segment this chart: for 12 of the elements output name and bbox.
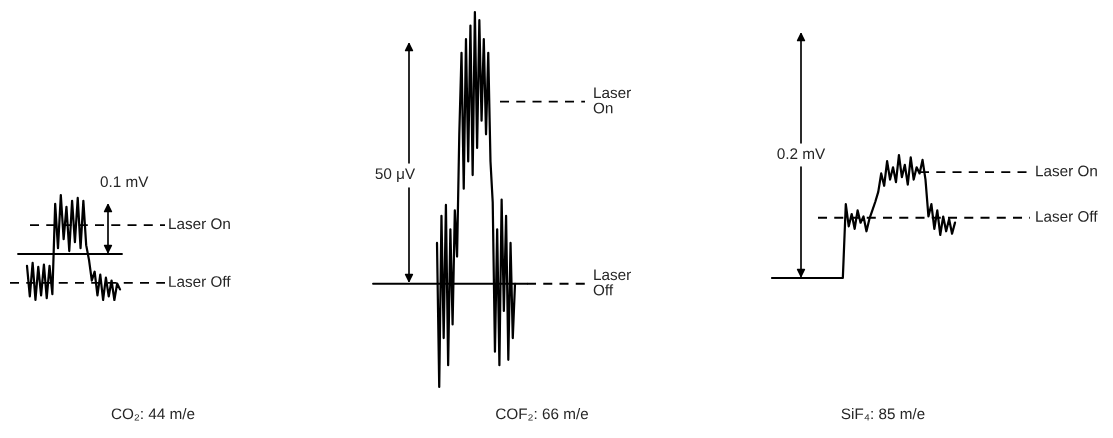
ref-line-label: Laser On xyxy=(593,87,631,114)
ref-line-label: Laser Off xyxy=(593,269,631,296)
x-axis-title: SiF₄: 85 m/e xyxy=(841,408,925,421)
x-axis-title: COF₂: 66 m/e xyxy=(496,408,589,421)
ref-line-label: Laser On xyxy=(1036,165,1097,177)
ref-line-label: Laser Off xyxy=(1036,210,1098,222)
ref-line-label: Laser On xyxy=(169,218,230,230)
x-axis-title: CO₂: 44 m/e xyxy=(111,408,195,421)
annotation: 0.2 mV xyxy=(777,148,826,160)
ref-line-label: Laser Off xyxy=(169,275,231,287)
text: 0.1 mV xyxy=(100,176,149,188)
text: 50 μV xyxy=(375,168,416,182)
